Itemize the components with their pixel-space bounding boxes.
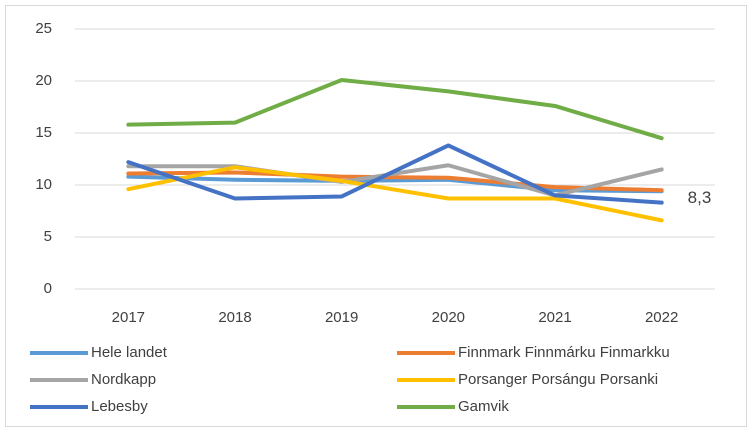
series-line — [126, 163, 664, 198]
x-tick-label: 2021 — [538, 309, 571, 326]
legend-label: Gamvik — [458, 398, 509, 415]
series-line — [126, 165, 664, 223]
legend-label: Lebesby — [91, 398, 148, 415]
x-tick-label: 2018 — [218, 309, 251, 326]
x-tick-label: 2019 — [325, 309, 358, 326]
y-tick-label: 25 — [35, 20, 52, 37]
legend-label: Porsanger Porsángu Porsanki — [458, 371, 658, 388]
series-line — [126, 77, 664, 141]
legend-label: Hele landet — [91, 344, 168, 361]
series-line — [126, 143, 664, 205]
legend-label: Finnmark Finnmárku Finmarkku — [458, 344, 670, 361]
x-tick-label: 2022 — [645, 309, 678, 326]
y-tick-label: 15 — [35, 124, 52, 141]
x-tick-label: 2020 — [432, 309, 465, 326]
y-tick-label: 10 — [35, 176, 52, 193]
y-tick-label: 5 — [44, 228, 52, 245]
y-tick-label: 0 — [44, 280, 52, 297]
x-tick-label: 2017 — [112, 309, 145, 326]
data-label: 8,3 — [688, 188, 712, 207]
y-tick-label: 20 — [35, 72, 52, 89]
chart-frame — [5, 5, 747, 427]
legend-label: Nordkapp — [91, 371, 156, 388]
